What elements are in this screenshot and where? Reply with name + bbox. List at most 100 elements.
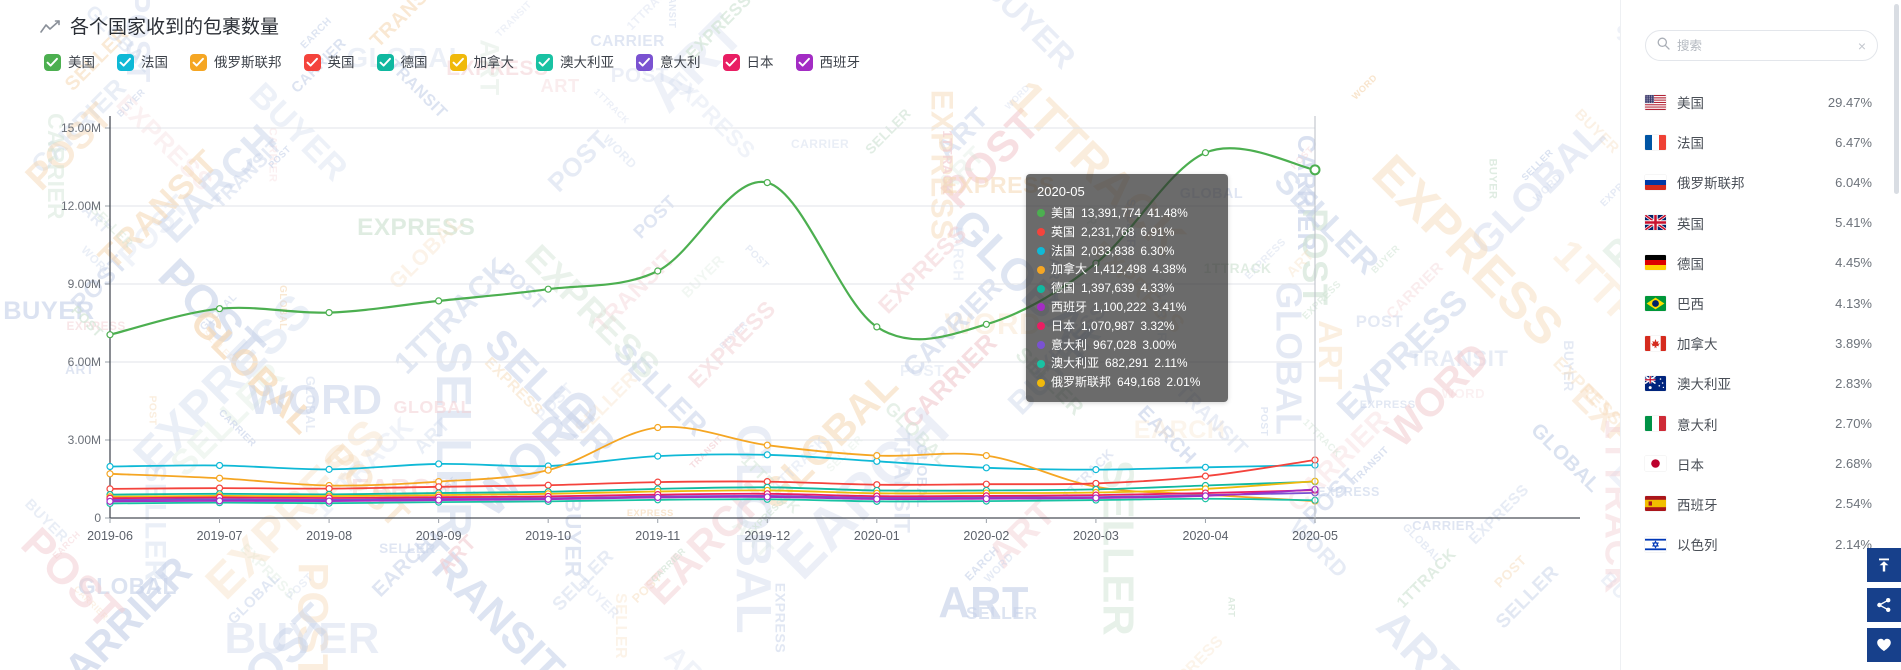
x-axis-tick-label: 2020-02: [963, 529, 1009, 543]
country-rank-row[interactable]: 英国 5.41%: [1621, 203, 1901, 243]
flag-au-icon: [1645, 375, 1666, 391]
flag-it-icon: [1645, 416, 1666, 432]
legend-item-6[interactable]: 澳大利亚: [536, 54, 614, 71]
country-rank-row[interactable]: 日本 2.68%: [1621, 444, 1901, 484]
x-axis-tick-label: 2019-09: [416, 529, 462, 543]
search-input[interactable]: [1677, 38, 1852, 53]
legend-item-9[interactable]: 西班牙: [795, 54, 860, 71]
flag-ca-icon: [1645, 335, 1666, 351]
trend-line-icon: [40, 20, 60, 36]
search-box[interactable]: ×: [1645, 30, 1878, 61]
page-title: 各个国家收到的包裹数量: [70, 17, 280, 38]
legend-item-label: 日本: [746, 55, 774, 70]
legend-item-5[interactable]: 加拿大: [449, 54, 515, 71]
x-axis-tick-label: 2020-01: [854, 529, 900, 543]
legend-item-1[interactable]: 法国: [117, 54, 168, 71]
country-name: 英国: [1677, 216, 1704, 232]
country-rank-row[interactable]: 法国 6.47%: [1621, 122, 1901, 162]
legend-item-0[interactable]: 美国: [44, 54, 95, 71]
country-percent: 6.47%: [1835, 134, 1872, 150]
flag-us-icon: [1645, 94, 1666, 110]
chart-plot-area[interactable]: 15.00M 12.00M 9.00M 6.00M 3.00M 0 2019-06 2019-…: [0, 88, 1620, 648]
legend-checkbox-checked-icon[interactable]: [376, 54, 394, 71]
legend-item-4[interactable]: 德国: [376, 54, 428, 71]
back-to-top-icon[interactable]: [1867, 548, 1901, 582]
legend-checkbox-checked-icon[interactable]: [795, 54, 813, 71]
flag-ru-icon: [1645, 174, 1666, 190]
legend-checkbox-checked-icon[interactable]: [536, 54, 553, 71]
x-axis-tick-label: 2019-08: [306, 529, 352, 543]
country-rank-row[interactable]: 西班牙 2.54%: [1621, 484, 1901, 524]
legend-checkbox-checked-icon[interactable]: [117, 54, 134, 71]
legend-item-label: 俄罗斯联邦: [214, 55, 282, 70]
chart-legend[interactable]: 美国 法国 俄罗斯联邦 英国 德国 加拿大 澳大利亚 意大利 日本 西班牙: [44, 54, 882, 71]
legend-item-label: 法国: [141, 55, 168, 70]
flag-gb-icon: [1645, 215, 1666, 231]
legend-item-label: 意大利: [660, 55, 701, 70]
country-rank-row[interactable]: 澳大利亚 2.83%: [1621, 363, 1901, 403]
country-percent: 2.54%: [1835, 496, 1872, 512]
country-name: 西班牙: [1677, 497, 1718, 513]
flag-de-icon: [1645, 255, 1666, 271]
sidebar-scrollbar[interactable]: [1894, 4, 1899, 194]
country-name: 澳大利亚: [1677, 377, 1731, 393]
search-wrap: ×: [1645, 30, 1878, 61]
country-name: 美国: [1677, 96, 1704, 112]
country-rank-row[interactable]: 俄罗斯联邦 6.04%: [1621, 162, 1901, 202]
country-rank-row[interactable]: 巴西 4.13%: [1621, 283, 1901, 323]
legend-checkbox-checked-icon[interactable]: [722, 54, 740, 71]
country-rank-row[interactable]: 美国 29.47%: [1621, 82, 1901, 122]
legend-checkbox-checked-icon[interactable]: [636, 54, 653, 71]
country-percent: 4.13%: [1835, 295, 1872, 311]
share-icon[interactable]: [1867, 588, 1901, 622]
legend-checkbox-checked-icon[interactable]: [190, 54, 207, 71]
clear-search-icon[interactable]: ×: [1857, 37, 1866, 54]
x-axis-tick-label: 2019-12: [744, 529, 790, 543]
country-percent: 2.83%: [1835, 375, 1872, 391]
legend-item-label: 加拿大: [473, 55, 515, 70]
flag-br-icon: [1645, 295, 1666, 311]
panel-header: 各个国家收到的包裹数量: [40, 16, 279, 40]
x-axis-tick-label: 2019-06: [87, 529, 133, 543]
legend-item-2[interactable]: 俄罗斯联邦: [190, 54, 282, 71]
country-name: 德国: [1677, 256, 1704, 272]
series-line: [106, 485, 1319, 505]
country-name: 巴西: [1677, 297, 1704, 313]
country-rank-list[interactable]: 美国 29.47% 法国 6.47% 俄罗斯联邦 6.04% 英国 5.41% 德国 4.45% 巴…: [1621, 82, 1901, 670]
legend-item-label: 美国: [68, 55, 95, 70]
legend-checkbox-checked-icon[interactable]: [449, 54, 467, 71]
x-axis-tick-label: 2020-04: [1183, 529, 1229, 543]
series-line: [106, 147, 1319, 341]
line-chart-svg: 15.00M 12.00M 9.00M 6.00M 3.00M 0 2019-06 2019-…: [61, 116, 1580, 543]
country-rank-row[interactable]: 德国 4.45%: [1621, 243, 1901, 283]
legend-item-3[interactable]: 英国: [303, 54, 355, 71]
series-line: [106, 451, 1319, 474]
country-name: 加拿大: [1677, 337, 1718, 353]
legend-item-7[interactable]: 意大利: [636, 54, 701, 71]
country-percent: 6.04%: [1835, 174, 1872, 190]
country-name: 法国: [1677, 136, 1704, 152]
flag-fr-icon: [1645, 134, 1666, 150]
country-name: 俄罗斯联邦: [1677, 176, 1745, 192]
legend-item-label: 澳大利亚: [560, 55, 614, 70]
country-name: 以色列: [1677, 538, 1718, 554]
country-percent: 29.47%: [1827, 94, 1872, 110]
country-rank-row[interactable]: 加拿大 3.89%: [1621, 323, 1901, 363]
country-percent: 3.89%: [1835, 335, 1872, 351]
country-rank-row[interactable]: 以色列 2.14%: [1621, 524, 1901, 564]
flag-il-icon: [1645, 536, 1666, 552]
legend-checkbox-checked-icon[interactable]: [44, 54, 61, 71]
chart-panel: 各个国家收到的包裹数量 美国 法国 俄罗斯联邦 英国 德国 加拿大 澳大利亚 意大利 日本 西班牙…: [0, 16, 1620, 648]
flag-jp-icon: [1645, 456, 1666, 472]
y-axis-tick-label: 15.00M: [61, 121, 101, 135]
legend-item-8[interactable]: 日本: [722, 54, 774, 71]
country-rank-row[interactable]: 意大利 2.70%: [1621, 404, 1901, 444]
x-axis-tick-label: 2020-05: [1292, 529, 1338, 543]
y-axis-tick-label: 0: [94, 511, 101, 525]
x-axis-tick-label: 2019-07: [197, 529, 243, 543]
search-icon: [1657, 37, 1670, 55]
y-axis-tick-label: 6.00M: [68, 355, 101, 369]
legend-checkbox-checked-icon[interactable]: [303, 54, 321, 71]
heart-icon[interactable]: [1867, 628, 1901, 662]
series-line: [106, 456, 1319, 493]
